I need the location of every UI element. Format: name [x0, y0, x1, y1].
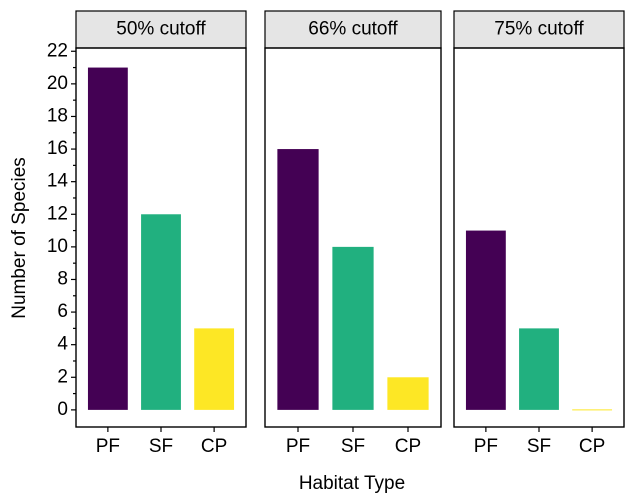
strip-label: 50% cutoff	[116, 19, 206, 40]
y-tick-label: 20	[47, 73, 68, 94]
x-tick-label: PF	[286, 436, 310, 457]
x-tick-label: CP	[579, 436, 605, 457]
y-tick-label: 16	[47, 138, 68, 159]
bar	[332, 246, 374, 410]
y-tick-label: 2	[57, 366, 68, 387]
x-axis-label: Habitat Type	[299, 473, 405, 494]
bar	[519, 328, 559, 410]
x-tick-label: SF	[149, 436, 173, 457]
strip-label: 66% cutoff	[308, 19, 398, 40]
x-tick-label: PF	[96, 436, 120, 457]
y-axis-label: Number of Species	[9, 157, 30, 319]
y-tick-label: 4	[57, 334, 68, 355]
panel-border	[75, 47, 247, 428]
x-tick-label: SF	[341, 436, 365, 457]
y-tick-label: 12	[47, 203, 68, 224]
y-tick-label: 6	[57, 301, 68, 322]
y-tick-label: 18	[47, 105, 68, 126]
y-tick-label: 0	[57, 399, 68, 420]
bar	[465, 230, 506, 410]
y-tick-label: 14	[47, 171, 69, 192]
x-tick-label: PF	[474, 436, 498, 457]
strip	[264, 10, 442, 49]
bar	[387, 377, 429, 410]
strip	[75, 10, 247, 49]
x-tick-label: CP	[201, 436, 227, 457]
bar	[194, 328, 235, 410]
bar	[87, 67, 128, 410]
y-tick-label: 10	[47, 236, 68, 257]
bar	[572, 409, 613, 411]
bar	[141, 214, 181, 410]
y-tick-label: 8	[57, 268, 68, 289]
panel-border	[453, 47, 625, 428]
panel-border	[264, 47, 442, 428]
x-tick-label: SF	[527, 436, 551, 457]
bar	[277, 149, 319, 410]
y-tick-label: 22	[47, 40, 68, 61]
strip-label: 75% cutoff	[494, 19, 584, 40]
x-tick-label: CP	[395, 436, 421, 457]
